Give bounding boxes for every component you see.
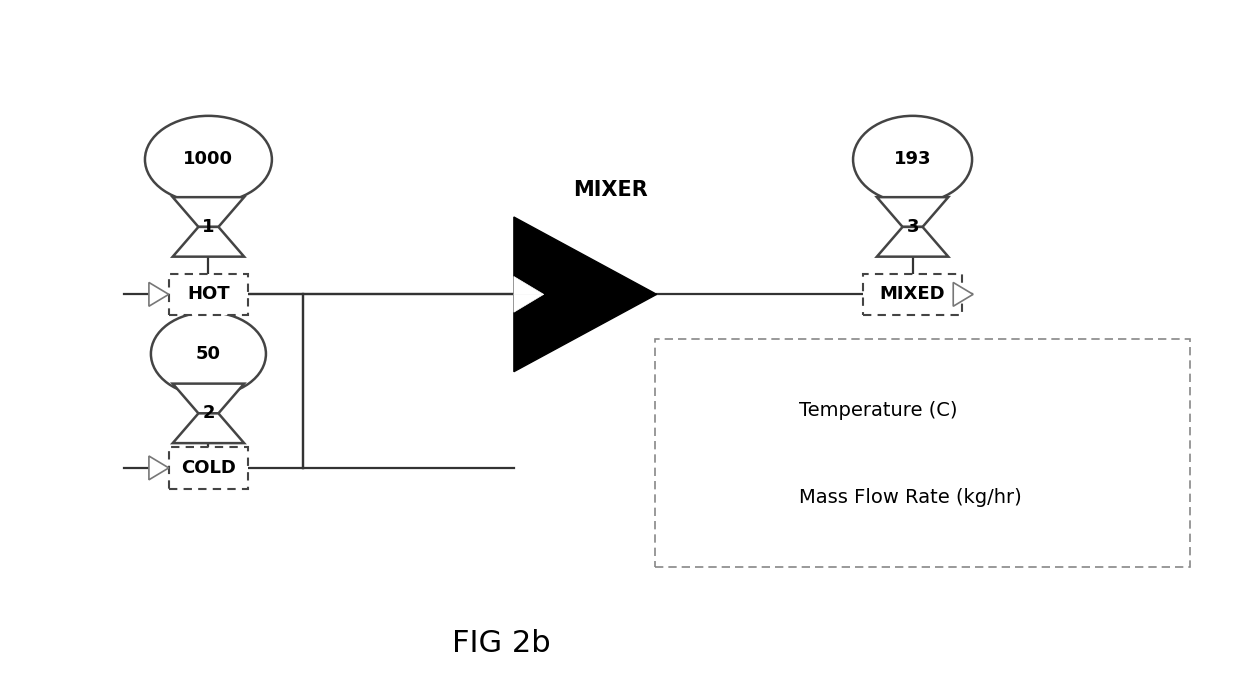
- Polygon shape: [954, 282, 973, 306]
- Text: Temperature (C): Temperature (C): [799, 401, 957, 420]
- Text: 2: 2: [202, 404, 215, 423]
- Text: 50: 50: [196, 345, 221, 363]
- Text: MIXED: MIXED: [879, 285, 945, 303]
- Text: FIG 2b: FIG 2b: [451, 629, 551, 658]
- Ellipse shape: [145, 116, 272, 203]
- Text: HOT: HOT: [187, 285, 229, 303]
- Polygon shape: [172, 384, 244, 413]
- Polygon shape: [513, 295, 543, 312]
- Text: 3: 3: [906, 218, 919, 236]
- Polygon shape: [877, 227, 949, 257]
- Polygon shape: [877, 197, 949, 227]
- Polygon shape: [694, 473, 759, 497]
- Bar: [863, 274, 962, 315]
- Polygon shape: [149, 282, 169, 306]
- Bar: [169, 447, 248, 489]
- Text: COLD: COLD: [181, 459, 236, 477]
- Text: 1000: 1000: [184, 150, 233, 168]
- Ellipse shape: [853, 116, 972, 203]
- Polygon shape: [694, 497, 759, 522]
- Text: Mass Flow Rate (kg/hr): Mass Flow Rate (kg/hr): [799, 488, 1022, 507]
- Text: MIXER: MIXER: [573, 180, 647, 200]
- Text: 193: 193: [894, 150, 931, 168]
- Text: 1: 1: [202, 218, 215, 236]
- Polygon shape: [172, 197, 244, 227]
- Polygon shape: [513, 217, 657, 372]
- Polygon shape: [149, 456, 169, 480]
- Ellipse shape: [151, 312, 265, 396]
- Polygon shape: [172, 227, 244, 257]
- Polygon shape: [513, 276, 543, 295]
- Bar: [655, 339, 1190, 567]
- Ellipse shape: [688, 379, 764, 442]
- Polygon shape: [172, 413, 244, 443]
- Bar: [169, 274, 248, 315]
